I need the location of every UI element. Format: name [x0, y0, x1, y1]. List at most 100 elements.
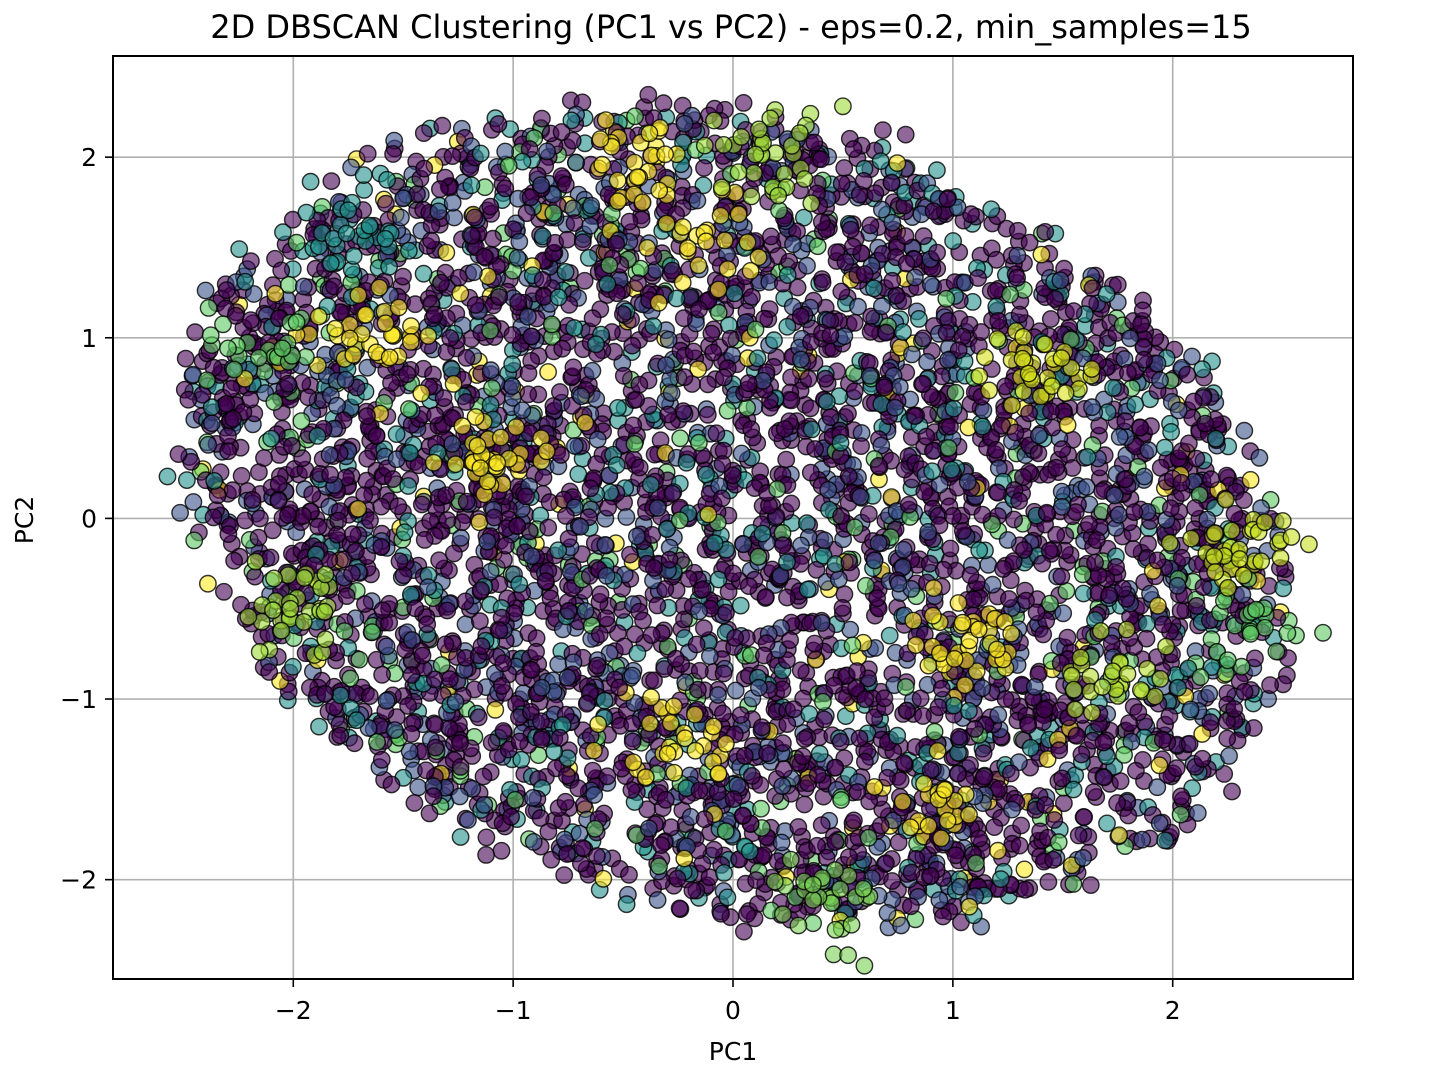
data-point — [1184, 392, 1203, 411]
data-point — [1154, 615, 1173, 634]
data-point — [481, 562, 500, 581]
data-point — [623, 666, 642, 685]
data-point — [662, 818, 680, 837]
data-point — [451, 828, 470, 846]
data-point — [406, 599, 425, 618]
data-point — [697, 465, 715, 484]
data-point — [868, 589, 886, 608]
data-point — [869, 456, 888, 475]
data-point — [472, 637, 491, 656]
data-point — [731, 706, 750, 724]
data-point — [424, 787, 443, 806]
data-point — [718, 401, 737, 420]
data-point — [389, 497, 408, 516]
data-point — [989, 311, 1008, 330]
data-point — [483, 379, 501, 397]
data-point — [522, 327, 541, 346]
data-point — [287, 233, 306, 252]
data-point — [205, 471, 224, 490]
data-point — [663, 484, 682, 503]
data-point — [485, 508, 504, 527]
data-point — [1047, 458, 1066, 477]
data-point — [512, 750, 531, 769]
data-point — [1220, 747, 1239, 765]
data-point — [465, 208, 484, 227]
data-point — [1015, 860, 1034, 879]
data-point — [755, 646, 773, 665]
data-point — [572, 387, 591, 406]
data-point — [630, 458, 649, 477]
data-point — [599, 498, 617, 517]
data-point — [887, 286, 906, 305]
data-point — [1010, 305, 1029, 324]
data-point — [196, 281, 215, 300]
data-point — [1261, 676, 1280, 694]
data-point — [802, 420, 821, 439]
data-point — [1135, 467, 1154, 486]
data-point — [946, 846, 965, 865]
data-points — [158, 85, 1332, 975]
data-point — [829, 570, 848, 589]
data-point — [1116, 412, 1135, 431]
data-point — [714, 704, 732, 723]
data-point — [768, 480, 787, 498]
data-point — [598, 275, 617, 293]
data-point — [675, 610, 693, 629]
data-point — [328, 396, 346, 415]
data-point — [906, 407, 924, 425]
data-point — [702, 324, 721, 343]
data-point — [1012, 816, 1030, 835]
data-point — [417, 761, 435, 780]
data-point — [1010, 836, 1029, 855]
data-point — [843, 237, 862, 256]
data-point — [922, 275, 940, 294]
data-point — [1225, 700, 1244, 718]
data-point — [659, 330, 678, 349]
data-point — [875, 378, 894, 397]
data-point — [937, 289, 956, 308]
data-point — [896, 125, 915, 144]
data-point — [773, 777, 792, 795]
data-point — [713, 489, 731, 508]
data-point — [892, 916, 910, 935]
data-point — [517, 487, 535, 506]
data-point — [687, 635, 706, 654]
data-point — [367, 426, 386, 445]
data-point — [219, 442, 238, 461]
data-point — [832, 791, 850, 809]
data-point — [1008, 246, 1027, 265]
data-point — [690, 661, 709, 680]
data-point — [1139, 441, 1158, 460]
data-point — [778, 715, 797, 733]
data-point — [871, 816, 890, 835]
data-point — [923, 462, 942, 481]
data-point — [860, 366, 879, 385]
data-point — [451, 734, 469, 752]
data-point — [845, 811, 863, 830]
data-point — [914, 227, 933, 246]
data-point — [519, 385, 538, 404]
data-point — [355, 595, 374, 613]
data-point — [717, 603, 735, 622]
data-point — [784, 235, 802, 254]
data-point — [1193, 360, 1212, 379]
data-point — [481, 361, 500, 380]
data-point — [544, 204, 563, 223]
data-point — [748, 349, 767, 368]
data-point — [1172, 548, 1191, 567]
data-point — [609, 398, 627, 417]
data-point — [1171, 805, 1190, 824]
data-point — [509, 293, 528, 311]
data-point — [446, 693, 465, 711]
data-point — [343, 525, 362, 544]
data-point — [370, 278, 389, 297]
data-point — [656, 580, 675, 598]
data-point — [961, 566, 980, 585]
data-point — [1064, 780, 1083, 799]
data-point — [645, 671, 663, 690]
data-point — [425, 670, 444, 689]
data-point — [896, 227, 915, 246]
data-point — [506, 791, 524, 809]
data-point — [337, 587, 356, 605]
data-point — [795, 795, 814, 814]
